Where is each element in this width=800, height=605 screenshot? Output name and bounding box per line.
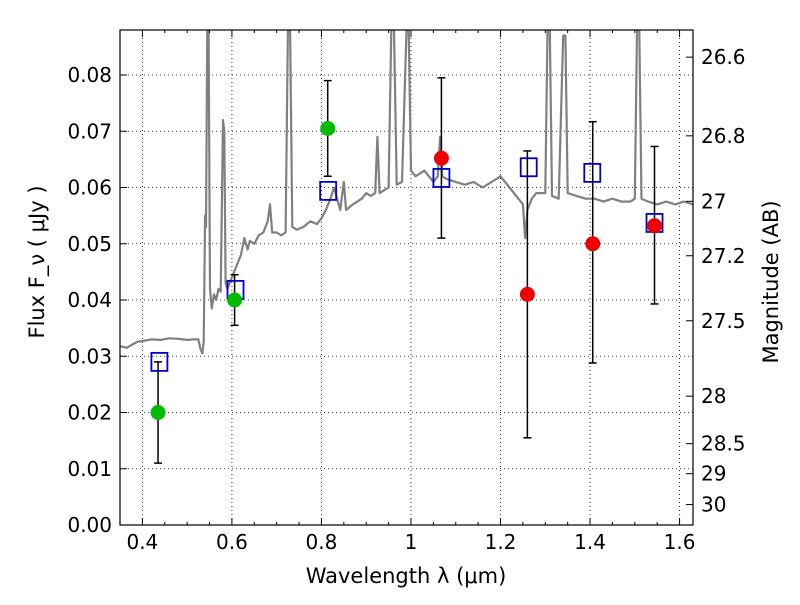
model-flux-box — [432, 168, 451, 188]
y2-tick-label: 27.5 — [701, 309, 746, 333]
model-flux-box — [519, 157, 538, 178]
y-tick-label: 0.06 — [67, 176, 112, 200]
green-flux-point — [227, 292, 243, 308]
model-flux-boxes — [150, 157, 664, 372]
x-axis-label: Wavelength λ (μm) — [306, 564, 507, 588]
y-tick-label: 0.01 — [67, 457, 112, 481]
model-spectrum-line — [120, 30, 693, 355]
red-flux-point — [433, 150, 449, 166]
y-tick-label: 0.07 — [67, 119, 112, 143]
y2-tick-label: 27 — [701, 189, 726, 213]
green-flux-point — [150, 405, 166, 420]
y-tick-label: 0.08 — [67, 63, 112, 87]
x-tick-label: 1.4 — [574, 530, 606, 554]
tick-labels: 0.4 0.6 0.8 1 1.2 1.4 1.6 0.00 0.01 0.02 0.03 0.04 0… — [67, 45, 745, 554]
x-tick-label: 0.4 — [126, 530, 158, 554]
y-tick-label: 0.02 — [67, 401, 112, 425]
y2-tick-label: 28.5 — [701, 432, 746, 456]
model-flux-box — [583, 162, 602, 183]
y-axis-label: Flux F_ν ( μJy ) — [25, 185, 50, 338]
observed-flux-points — [150, 120, 663, 420]
y2-tick-label: 28 — [701, 384, 726, 408]
y2-tick-label: 26.8 — [701, 124, 746, 148]
plot-frame — [119, 29, 694, 526]
y2-axis-label: Magnitude (AB) — [759, 200, 783, 363]
x-tick-label: 1.2 — [485, 530, 517, 554]
red-flux-point — [585, 236, 601, 252]
x-tick-label: 1.6 — [664, 530, 696, 554]
red-flux-point — [647, 218, 663, 234]
axis-ticks — [119, 30, 693, 526]
y2-tick-label: 27.2 — [701, 244, 746, 268]
y2-tick-label: 26.6 — [701, 45, 746, 69]
x-tick-label: 0.8 — [306, 530, 338, 554]
model-flux-box — [150, 351, 169, 372]
model-flux-box — [319, 180, 338, 201]
y-tick-label: 0.05 — [67, 232, 112, 256]
red-flux-point — [519, 286, 535, 302]
model-spectrum — [120, 30, 693, 355]
y-tick-label: 0.00 — [67, 513, 112, 537]
y-tick-label: 0.03 — [67, 344, 112, 368]
error-bars — [154, 77, 659, 464]
y-tick-label: 0.04 — [67, 288, 112, 312]
y2-tick-label: 29 — [701, 462, 726, 486]
x-tick-label: 0.6 — [216, 530, 248, 554]
green-flux-point — [320, 120, 336, 136]
grid-lines — [120, 30, 693, 526]
y2-tick-label: 30 — [701, 493, 726, 517]
x-tick-label: 1 — [405, 530, 418, 554]
